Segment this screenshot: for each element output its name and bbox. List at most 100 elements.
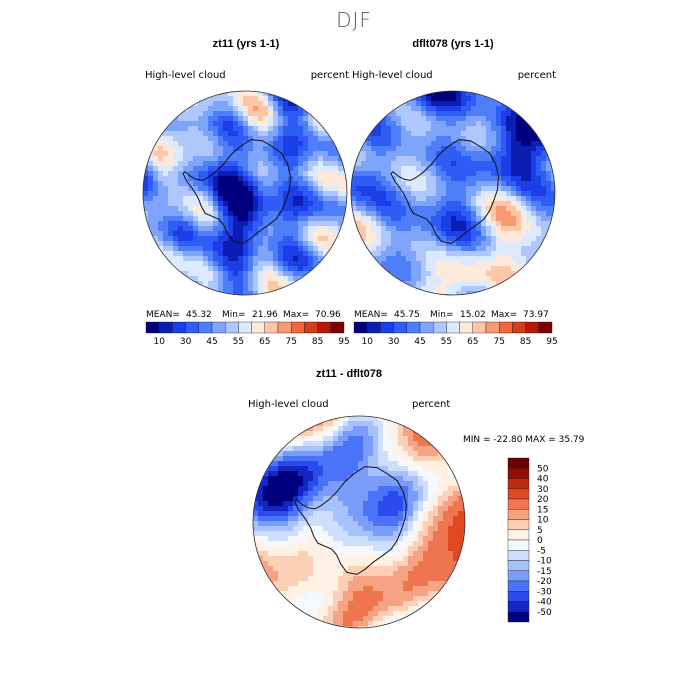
contour-cell	[391, 171, 397, 177]
contour-cell	[273, 141, 279, 147]
contour-cell	[408, 431, 414, 437]
contour-cell	[268, 491, 274, 497]
contour-cell	[258, 186, 264, 192]
contour-cell	[263, 101, 269, 107]
contour-cell	[163, 186, 169, 192]
colorbar-tick-label: 45	[414, 337, 425, 347]
contour-cell	[531, 156, 537, 162]
contour-cell	[506, 236, 512, 242]
contour-cell	[348, 586, 354, 592]
contour-cell	[188, 221, 194, 227]
contour-cell	[426, 286, 432, 292]
contour-cell	[168, 226, 174, 232]
contour-cell	[456, 106, 462, 112]
contour-cell	[361, 191, 367, 197]
contour-cell	[451, 186, 457, 192]
contour-cell	[183, 231, 189, 237]
contour-cell	[463, 526, 465, 532]
contour-cell	[323, 591, 329, 597]
contour-cell	[233, 111, 239, 117]
contour-cell	[298, 491, 304, 497]
contour-cell	[213, 276, 219, 282]
contour-cell	[223, 241, 229, 247]
contour-cell	[448, 476, 454, 482]
contour-cell	[441, 276, 447, 282]
contour-cell	[163, 231, 169, 237]
contour-cell	[353, 486, 359, 492]
contour-cell	[361, 186, 367, 192]
contour-cell	[378, 576, 384, 582]
contour-cell	[391, 116, 397, 122]
contour-cell	[436, 281, 442, 287]
contour-cell	[288, 456, 294, 462]
contour-cell	[406, 191, 412, 197]
contour-cell	[516, 171, 522, 177]
contour-cell	[323, 171, 329, 177]
contour-cell	[163, 131, 169, 137]
contour-cell	[278, 501, 284, 507]
contour-cell	[438, 496, 444, 502]
contour-cell	[388, 576, 394, 582]
contour-cell	[263, 576, 269, 582]
contour-cell	[433, 536, 439, 542]
contour-cell	[148, 171, 154, 177]
contour-cell	[318, 186, 324, 192]
contour-cell	[381, 236, 387, 242]
contour-cell	[283, 526, 289, 532]
contour-cell	[283, 206, 289, 212]
contour-cell	[371, 156, 377, 162]
contour-cell	[318, 171, 324, 177]
contour-cell	[441, 171, 447, 177]
contour-cell	[501, 251, 507, 257]
contour-cell	[486, 271, 492, 277]
contour-cell	[188, 131, 194, 137]
contour-cell	[486, 266, 492, 272]
contour-cell	[238, 151, 244, 157]
contour-cell	[428, 546, 434, 552]
contour-cell	[413, 566, 419, 572]
contour-cell	[348, 471, 354, 477]
contour-cell	[248, 246, 254, 252]
contour-cell	[358, 436, 364, 442]
contour-cell	[268, 136, 274, 142]
contour-cell	[373, 426, 379, 432]
contour-cell	[333, 216, 339, 222]
contour-cell	[438, 456, 444, 462]
contour-cell	[323, 431, 329, 437]
contour-cell	[363, 526, 369, 532]
contour-cell	[268, 226, 274, 232]
contour-cell	[433, 521, 439, 527]
contour-cell	[193, 271, 199, 277]
contour-cell	[388, 481, 394, 487]
contour-cell	[323, 256, 329, 262]
contour-cell	[228, 216, 234, 222]
contour-cell	[486, 231, 492, 237]
contour-cell	[461, 286, 467, 292]
contour-cell	[481, 176, 487, 182]
panel-left-map-border	[142, 90, 348, 296]
contour-cell	[268, 266, 274, 272]
colorbar-swatch	[485, 321, 500, 334]
colorbar-tick-label: 45	[206, 337, 217, 347]
contour-cell	[391, 276, 397, 282]
contour-cell	[243, 241, 249, 247]
contour-cell	[288, 566, 294, 572]
contour-cell	[516, 251, 522, 257]
contour-cell	[273, 591, 279, 597]
contour-cell	[388, 611, 394, 617]
contour-cell	[283, 226, 289, 232]
contour-cell	[413, 556, 419, 562]
contour-cell	[408, 586, 414, 592]
contour-cell	[358, 421, 364, 427]
contour-cell	[293, 586, 299, 592]
contour-cell	[373, 491, 379, 497]
contour-cell	[521, 136, 527, 142]
contour-cell	[401, 171, 407, 177]
contour-cell	[328, 241, 334, 247]
contour-cell	[443, 501, 449, 507]
contour-cell	[278, 121, 284, 127]
contour-cell	[293, 556, 299, 562]
contour-cell	[476, 236, 482, 242]
contour-cell	[258, 291, 264, 295]
contour-cell	[501, 121, 507, 127]
